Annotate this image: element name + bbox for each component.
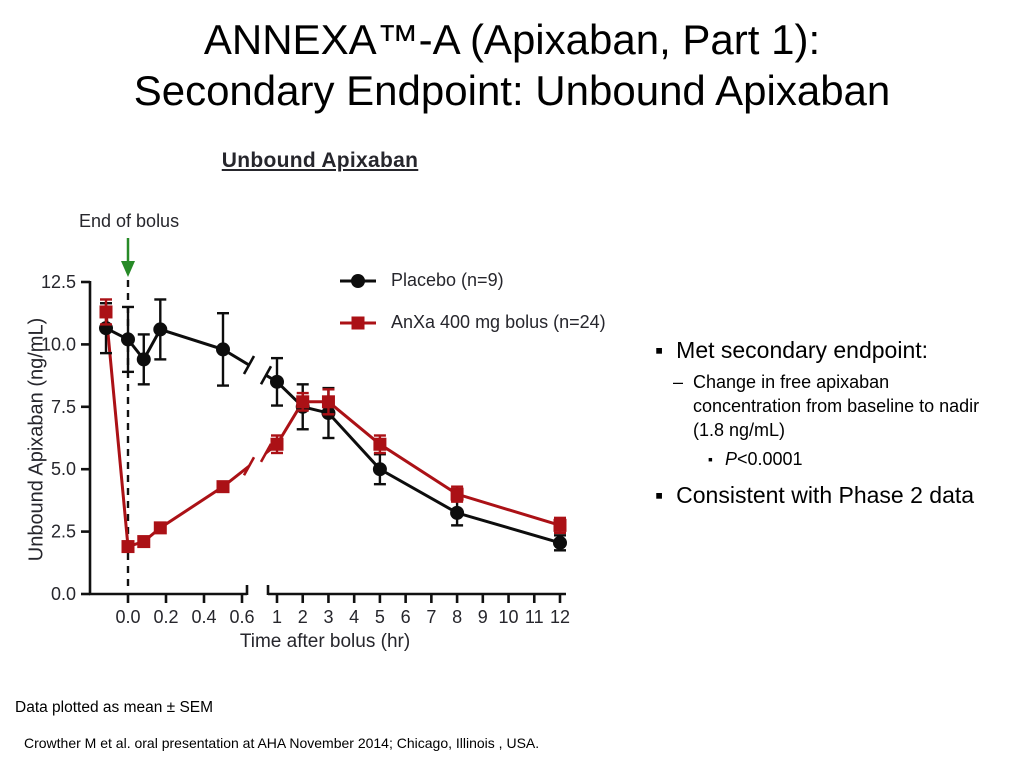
series-placebo — [99, 298, 567, 552]
marker-circle — [216, 342, 230, 357]
y-tick-label: 5.0 — [51, 459, 76, 479]
marker-square — [296, 395, 310, 409]
chart-title: Unbound Apixaban — [221, 149, 419, 172]
y-tick-label: 2.5 — [51, 522, 76, 542]
x-tick-label: 10 — [499, 607, 519, 627]
x-tick-label: 0.6 — [229, 607, 254, 627]
marker-square — [216, 480, 230, 494]
legend-item-anxa: AnXa 400 mg bolus (n=24) — [338, 312, 606, 333]
x-tick-label: 2 — [298, 607, 308, 627]
x-tick-label: 12 — [550, 607, 570, 627]
y-tick-label: 0.0 — [51, 584, 76, 604]
square-marker-icon — [340, 316, 376, 329]
circle-marker-icon — [340, 273, 376, 288]
marker-circle — [153, 322, 168, 337]
key-point-1-sub: – Change in free apixaban concentration … — [673, 370, 1023, 442]
key-point-1: ▪ Met secondary endpoint: — [645, 336, 1023, 364]
p-value: <0.0001 — [736, 449, 803, 469]
slide-title: ANNEXA™-A (Apixaban, Part 1): Secondary … — [0, 14, 1024, 116]
x-tick-label: 5 — [375, 607, 385, 627]
marker-circle — [270, 374, 284, 389]
sub-line-1: Change in free apixaban — [693, 372, 890, 392]
marker-circle — [136, 352, 151, 367]
x-tick-label: 0.4 — [191, 607, 216, 627]
marker-square — [270, 437, 284, 451]
legend-label: Placebo (n=9) — [391, 270, 504, 290]
axis-break-gap — [249, 335, 266, 490]
footer-note: Data plotted as mean ± SEM — [15, 699, 214, 716]
series-anxa — [99, 298, 567, 554]
x-axis-title: Time after bolus (hr) — [239, 631, 411, 652]
slide-title-line1: ANNEXA™-A (Apixaban, Part 1): — [203, 16, 821, 63]
marker-square — [553, 518, 567, 532]
marker-square — [450, 487, 464, 501]
legend: Placebo (n=9) AnXa 400 mg bolus (n=24) — [338, 270, 606, 333]
end-of-bolus-arrow-icon — [121, 238, 135, 277]
axes — [81, 280, 566, 603]
rect-shape — [351, 316, 365, 329]
line-break-slash — [242, 355, 256, 375]
slide-title-line2: Secondary Endpoint: Unbound Apixaban — [133, 67, 891, 114]
bullet-square-icon: ▪ — [655, 337, 664, 363]
sub-line-2: concentration from baseline to nadir — [693, 396, 980, 416]
dash-bullet-icon: – — [673, 372, 684, 392]
marker-square — [373, 437, 387, 451]
footer-citation: Crowther M et al. oral presentation at A… — [24, 735, 540, 751]
marker-square — [137, 535, 151, 549]
p-value-row: ▪ P<0.0001 — [708, 447, 1023, 471]
key-point-1-sub-text: Change in free apixaban concentration fr… — [693, 370, 979, 442]
sub-line-3: (1.8 ng/mL) — [693, 420, 786, 440]
marker-circle — [450, 505, 465, 520]
x-tick-label: 0.0 — [115, 607, 140, 627]
series-line-0 — [105, 326, 561, 545]
x-tick-label: 6 — [401, 607, 411, 627]
legend-item-placebo: Placebo (n=9) — [338, 270, 606, 291]
marker-square — [121, 540, 135, 554]
marker-circle — [372, 462, 387, 477]
x-tick-label: 8 — [452, 607, 462, 627]
key-point-2: ▪ Consistent with Phase 2 data — [645, 481, 1023, 509]
line-break-slash — [259, 443, 273, 463]
x-tick-label: 4 — [349, 607, 359, 627]
line-break-slash — [259, 365, 273, 385]
end-of-bolus-label: End of bolus — [79, 211, 180, 231]
y-tick-label: 12.5 — [41, 272, 76, 292]
marker-square — [153, 521, 167, 535]
marker-circle — [121, 332, 135, 347]
y-tick-label: 7.5 — [51, 397, 76, 417]
polygon-shape — [121, 261, 135, 277]
y-axis-title: Unbound Apixaban (ng/mL) — [25, 317, 48, 562]
y-tick-label: 10.0 — [41, 334, 76, 354]
legend-label: AnXa 400 mg bolus (n=24) — [391, 312, 606, 332]
x-tick-label: 1 — [272, 607, 282, 627]
key-point-2-text: Consistent with Phase 2 data — [676, 482, 975, 508]
p-value-text: P<0.0001 — [725, 447, 803, 471]
key-points-panel: ▪ Met secondary endpoint: – Change in fr… — [645, 336, 1023, 509]
line-break-slash — [242, 456, 256, 476]
key-point-1-text: Met secondary endpoint: — [676, 337, 929, 363]
series-line-1 — [104, 311, 561, 549]
x-tick-label: 0.2 — [153, 607, 178, 627]
bullet-square-icon: ▪ — [655, 482, 664, 508]
marker-square — [99, 305, 113, 319]
x-tick-label: 11 — [525, 607, 544, 627]
x-tick-label: 7 — [426, 607, 436, 627]
x-tick-label: 9 — [478, 607, 488, 627]
bullet-square-small-icon: ▪ — [708, 451, 713, 467]
p-symbol: P — [724, 449, 737, 469]
marker-square — [321, 395, 335, 409]
x-tick-label: 3 — [323, 607, 333, 627]
tick-labels: 0.02.55.07.510.012.50.0 0.2 0.4 0.6 1 2 3 4 5 6 7 8… — [41, 272, 570, 627]
marker-circle — [552, 535, 567, 550]
circle-shape — [351, 273, 365, 288]
